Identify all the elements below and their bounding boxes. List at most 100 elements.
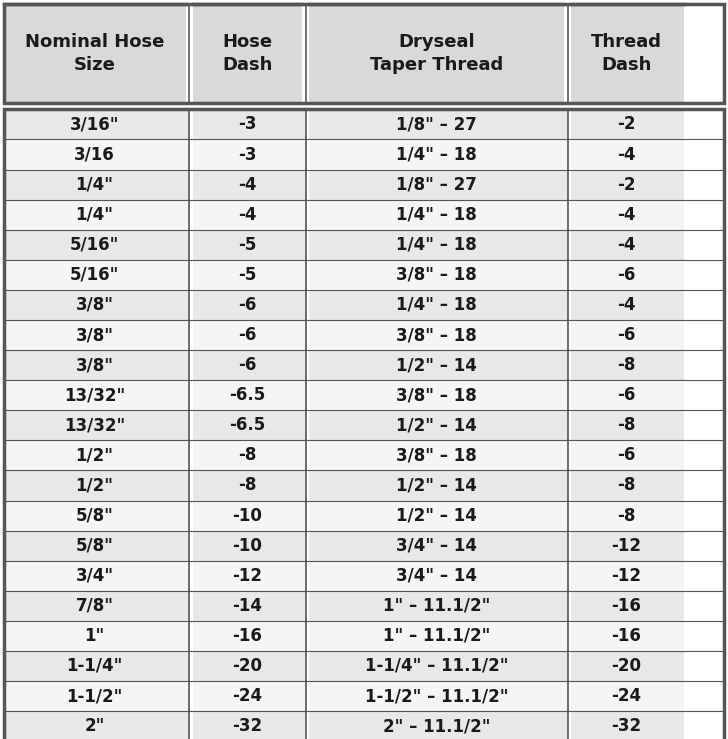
Text: 2" – 11.1/2": 2" – 11.1/2" (383, 717, 491, 735)
Text: 1": 1" (84, 627, 105, 645)
Text: 3/8": 3/8" (76, 326, 114, 344)
Text: -4: -4 (238, 176, 257, 194)
Bar (309, 230, 568, 260)
Bar (309, 140, 568, 169)
Text: 1-1/4": 1-1/4" (66, 657, 123, 675)
Bar (309, 590, 568, 621)
Text: -6: -6 (617, 266, 636, 284)
Text: 13/32": 13/32" (64, 416, 125, 435)
Text: -8: -8 (238, 477, 257, 494)
Bar (193, 380, 306, 410)
Text: -6: -6 (617, 386, 636, 404)
Text: -6: -6 (238, 326, 257, 344)
Text: 1-1/2": 1-1/2" (66, 687, 123, 705)
Bar (193, 651, 306, 681)
Text: 1-1/2" – 11.1/2": 1-1/2" – 11.1/2" (365, 687, 509, 705)
Bar (309, 320, 568, 350)
Bar (193, 169, 306, 200)
Text: -24: -24 (232, 687, 263, 705)
Text: 1/8" – 27: 1/8" – 27 (396, 176, 478, 194)
Bar (4, 471, 189, 500)
Text: 3/16: 3/16 (74, 146, 115, 163)
Bar (571, 320, 684, 350)
Text: -6.5: -6.5 (229, 416, 266, 435)
Text: 1/4" – 18: 1/4" – 18 (397, 146, 477, 163)
Text: 3/8" – 18: 3/8" – 18 (397, 386, 477, 404)
Bar (4, 140, 189, 169)
Text: 1/4" – 18: 1/4" – 18 (397, 205, 477, 224)
Text: -32: -32 (611, 717, 641, 735)
Bar (193, 410, 306, 440)
Text: 1" – 11.1/2": 1" – 11.1/2" (383, 627, 491, 645)
Text: -24: -24 (611, 687, 641, 705)
Text: -5: -5 (238, 266, 257, 284)
Bar (571, 4, 684, 103)
Bar (309, 380, 568, 410)
Bar (571, 681, 684, 711)
Text: 5/16": 5/16" (70, 266, 119, 284)
Text: Hose
Dash: Hose Dash (222, 33, 273, 74)
Text: 1/2" – 14: 1/2" – 14 (396, 506, 478, 525)
Text: 3/16": 3/16" (70, 115, 119, 134)
Bar (4, 500, 189, 531)
Text: 1-1/4" – 11.1/2": 1-1/4" – 11.1/2" (365, 657, 509, 675)
Bar (309, 711, 568, 739)
Text: -16: -16 (232, 627, 263, 645)
Text: -16: -16 (611, 597, 641, 615)
Text: -6: -6 (617, 446, 636, 464)
Bar (571, 169, 684, 200)
Text: -4: -4 (238, 205, 257, 224)
Text: -10: -10 (232, 537, 263, 555)
Bar (4, 4, 724, 103)
Text: 1/4" – 18: 1/4" – 18 (397, 296, 477, 314)
Text: -8: -8 (617, 477, 636, 494)
Bar (571, 350, 684, 380)
Bar (4, 109, 189, 140)
Bar (4, 561, 189, 590)
Text: 5/16": 5/16" (70, 236, 119, 253)
Bar (4, 621, 189, 651)
Bar (571, 531, 684, 561)
Bar (571, 711, 684, 739)
Text: -12: -12 (611, 537, 641, 555)
Text: 1/2" – 14: 1/2" – 14 (396, 477, 478, 494)
Text: 1/4": 1/4" (76, 176, 114, 194)
Text: 3/8": 3/8" (76, 296, 114, 314)
Bar (309, 109, 568, 140)
Bar (193, 4, 302, 103)
Text: 1" – 11.1/2": 1" – 11.1/2" (383, 597, 491, 615)
Text: Dryseal
Taper Thread: Dryseal Taper Thread (370, 33, 504, 74)
Text: -4: -4 (617, 236, 636, 253)
Text: 3/8" – 18: 3/8" – 18 (397, 266, 477, 284)
Text: 3/8" – 18: 3/8" – 18 (397, 326, 477, 344)
Bar (309, 561, 568, 590)
Text: -20: -20 (232, 657, 263, 675)
Bar (309, 290, 568, 320)
Bar (4, 230, 189, 260)
Text: 1/2": 1/2" (76, 446, 114, 464)
Bar (309, 260, 568, 290)
Bar (193, 350, 306, 380)
Text: 13/32": 13/32" (64, 386, 125, 404)
Text: -8: -8 (617, 506, 636, 525)
Bar (309, 4, 564, 103)
Bar (193, 531, 306, 561)
Bar (4, 711, 189, 739)
Bar (571, 140, 684, 169)
Text: 3/8" – 18: 3/8" – 18 (397, 446, 477, 464)
Bar (193, 500, 306, 531)
Bar (4, 260, 189, 290)
Bar (571, 500, 684, 531)
Text: 1/2": 1/2" (76, 477, 114, 494)
Bar (193, 109, 306, 140)
Bar (4, 350, 189, 380)
Bar (4, 290, 189, 320)
Text: -8: -8 (617, 356, 636, 374)
Text: 1/4" – 18: 1/4" – 18 (397, 236, 477, 253)
Bar (309, 350, 568, 380)
Bar (571, 109, 684, 140)
Text: 5/8": 5/8" (76, 537, 114, 555)
Text: -10: -10 (232, 506, 263, 525)
Bar (193, 230, 306, 260)
Text: 1/4": 1/4" (76, 205, 114, 224)
